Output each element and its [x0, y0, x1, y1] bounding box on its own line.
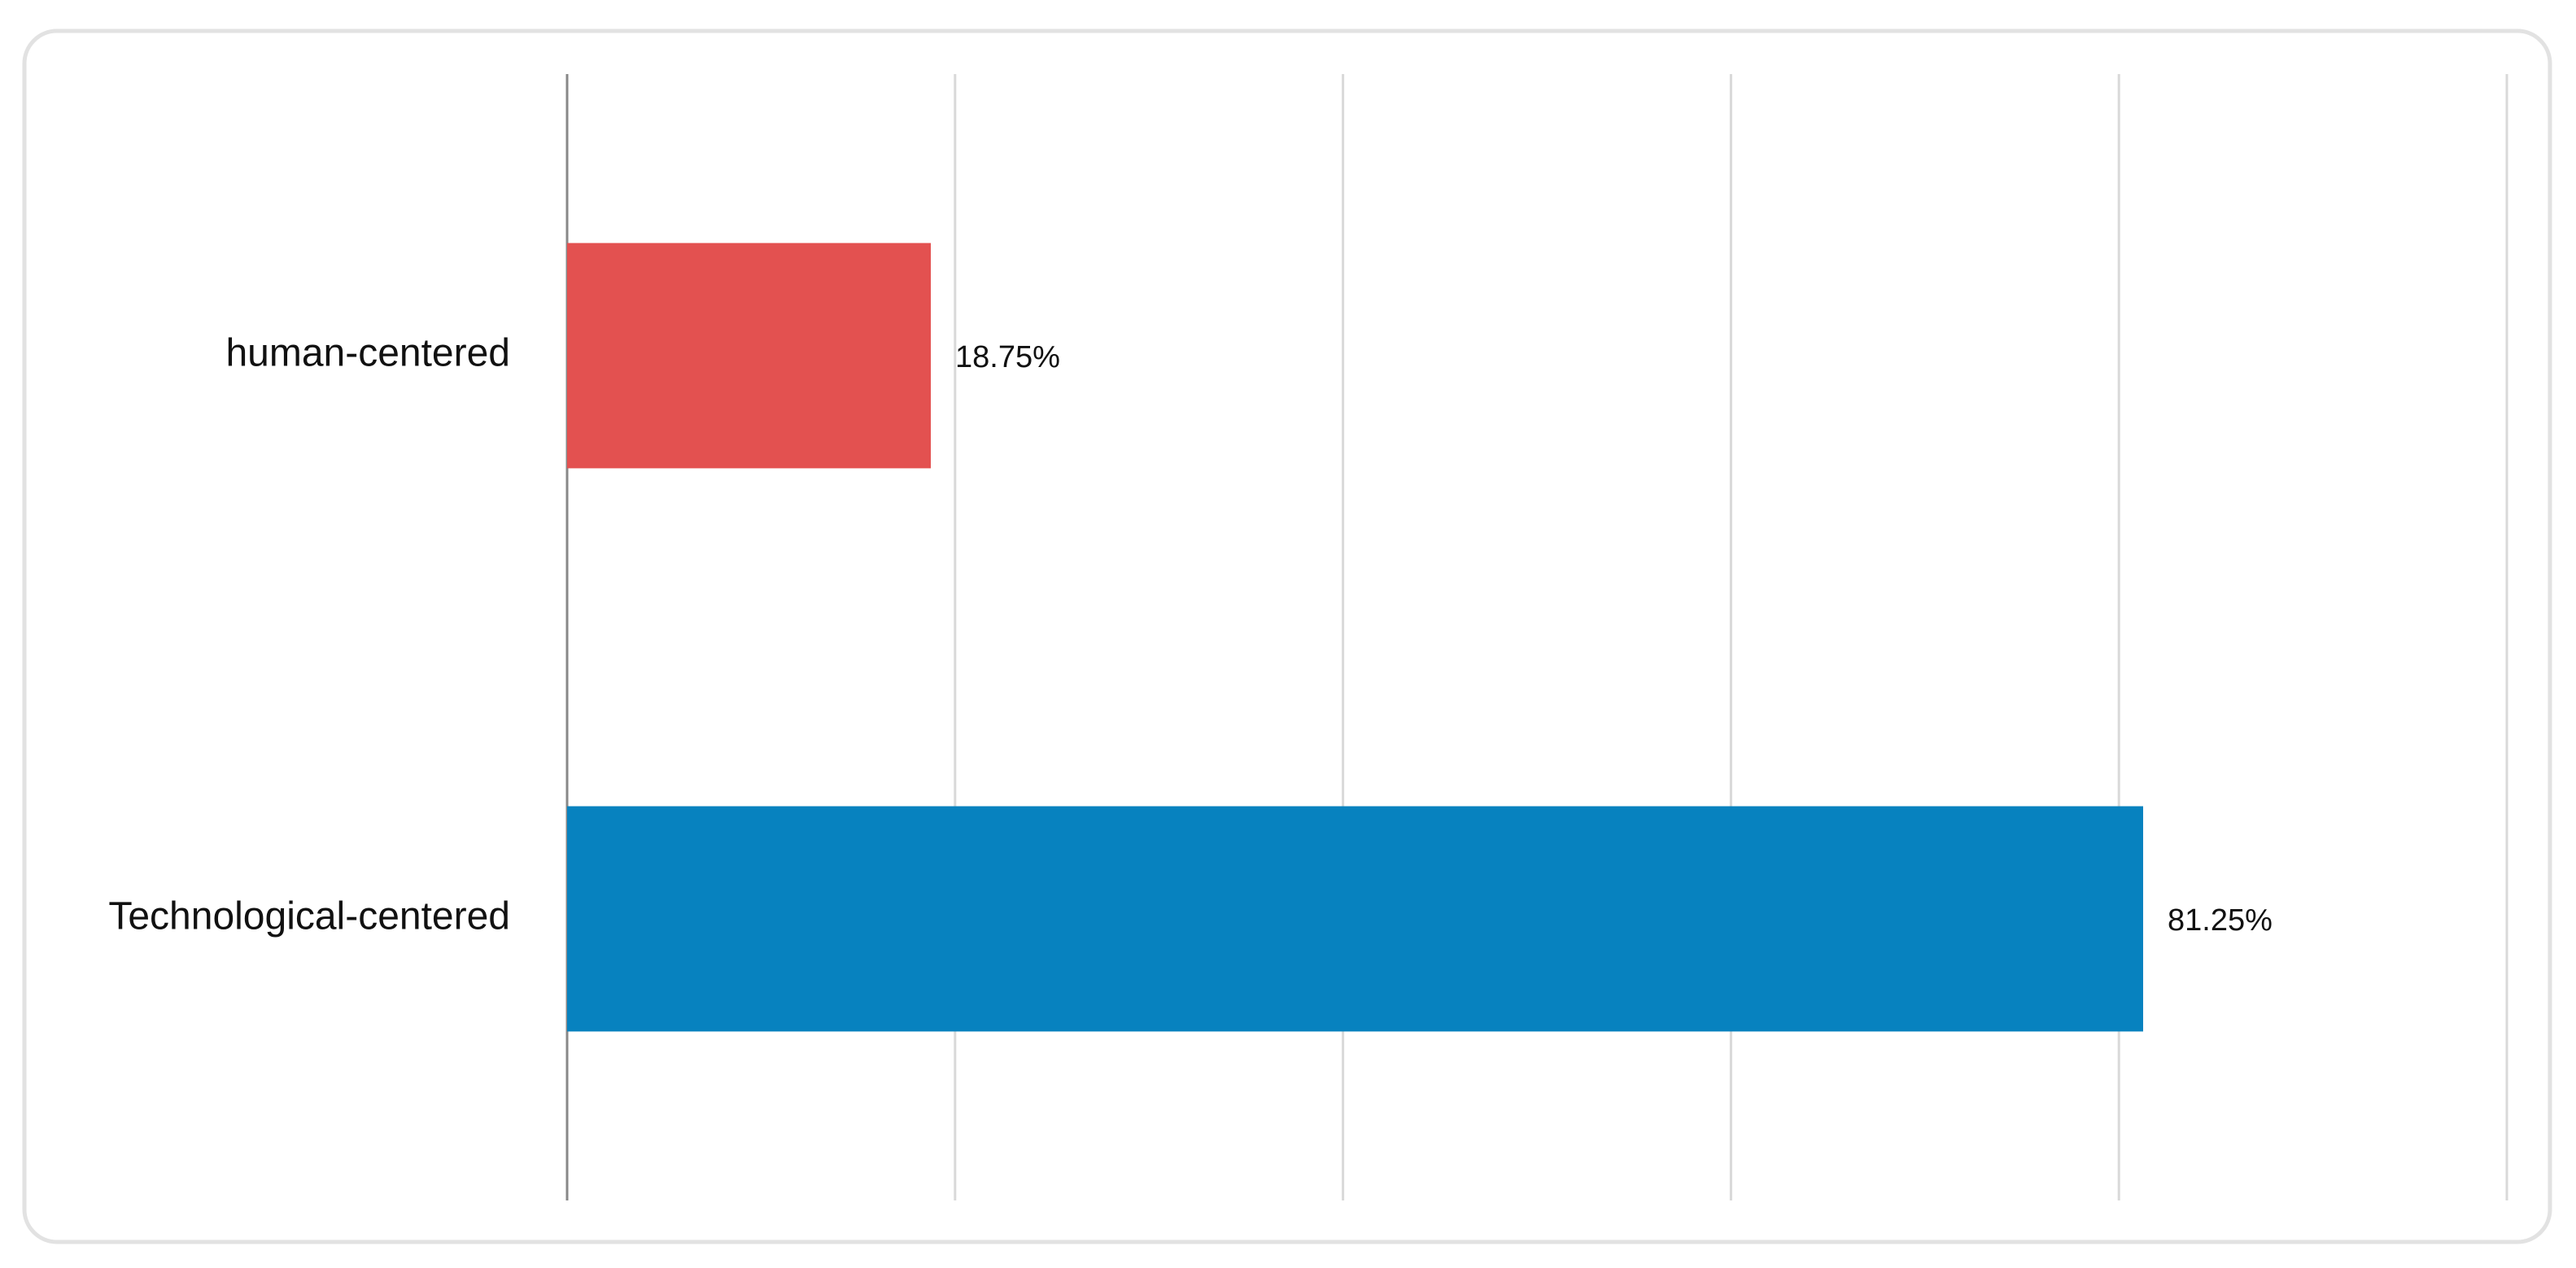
y-tick-label: human-centered — [225, 332, 510, 375]
chart-frame — [22, 28, 2552, 1244]
bar — [567, 243, 931, 469]
value-label: 18.75% — [955, 340, 1060, 374]
bar — [567, 806, 2143, 1032]
value-label: 81.25% — [2168, 903, 2273, 938]
y-tick-label: Technological-centered — [108, 895, 510, 938]
